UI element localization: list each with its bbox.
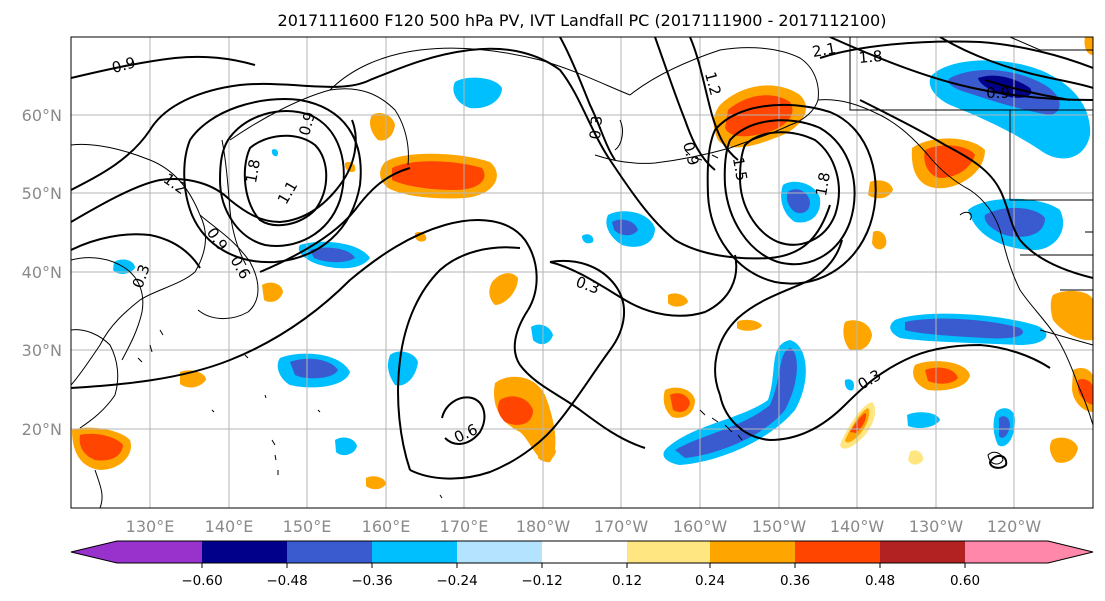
contour-label: 1.5 <box>729 156 751 183</box>
contour-label: 1.8 <box>242 158 264 185</box>
colorbar-segment <box>372 541 457 563</box>
lon-label: 170°W <box>594 517 649 536</box>
colorbar-tick-label: −0.60 <box>181 573 222 589</box>
colorbar-tick-label: 0.60 <box>950 573 980 589</box>
lat-label: 20°N <box>22 420 62 439</box>
map-area: 0.9 1.2 1.8 2.1 1.2 1.8 1.5 0.9 0.3 0.3 … <box>71 37 1093 508</box>
lon-axis: 130°E 140°E 150°E 160°E 170°E 180°W 170°… <box>126 517 1042 536</box>
contour-label: 0.9 <box>986 84 1010 102</box>
lon-label: 120°W <box>987 517 1042 536</box>
lon-label: 130°W <box>909 517 964 536</box>
lon-label: 150°E <box>283 517 332 536</box>
colorbar: −0.60 −0.48 −0.36 −0.24 −0.12 0.12 0.24 … <box>70 540 1094 589</box>
colorbar-outline <box>70 540 1094 564</box>
lat-label: 40°N <box>22 263 62 282</box>
contour-label: 1.2 <box>701 70 725 98</box>
colorbar-ticks <box>201 563 966 568</box>
colorbar-tick-label: −0.24 <box>436 573 477 589</box>
colorbar-tick-label: 0.48 <box>865 573 895 589</box>
colorbar-segment <box>457 541 542 563</box>
contour-label: 1.8 <box>858 47 883 67</box>
colorbar-tick-label: −0.48 <box>266 573 307 589</box>
colorbar-segment <box>71 541 202 563</box>
colorbar-segment <box>710 541 795 563</box>
pv-contours <box>71 37 1093 480</box>
contour-label: 0.9 <box>679 140 703 168</box>
colorbar-segment <box>287 541 372 563</box>
contour-label: 0.3 <box>586 115 606 140</box>
colorbar-segment <box>880 541 965 563</box>
colorbar-segment <box>965 541 1093 563</box>
lon-label: 170°E <box>440 517 489 536</box>
contour-label: 0.9 <box>295 110 319 138</box>
lat-label: 60°N <box>22 106 62 125</box>
grid-lines <box>71 37 1093 508</box>
lon-label: 160°E <box>362 517 411 536</box>
contour-label: 2.1 <box>811 39 838 61</box>
lon-label: 140°W <box>830 517 885 536</box>
coastlines <box>71 37 1093 508</box>
lon-label: 140°E <box>205 517 254 536</box>
colorbar-tick-label: −0.36 <box>351 573 392 589</box>
lat-axis: 60°N 50°N 40°N 30°N 20°N <box>22 106 62 439</box>
colorbar-segment <box>627 541 710 563</box>
contour-label: 0.9 <box>110 53 138 77</box>
ivt-shading <box>72 37 1093 490</box>
lat-label: 50°N <box>22 184 62 203</box>
lon-label: 160°W <box>673 517 728 536</box>
colorbar-segment <box>202 541 287 563</box>
map-frame <box>70 36 1094 509</box>
lon-label: 130°E <box>126 517 175 536</box>
lon-label: 150°W <box>752 517 807 536</box>
lon-label: 180°W <box>516 517 571 536</box>
map-title: 2017111600 F120 500 hPa PV, IVT Landfall… <box>278 11 887 30</box>
colorbar-segment <box>542 541 627 563</box>
colorbar-tick-label: −0.12 <box>521 573 562 589</box>
lat-label: 30°N <box>22 341 62 360</box>
contour-label: 1.8 <box>812 171 834 198</box>
colorbar-segment <box>795 541 880 563</box>
colorbar-tick-label: 0.12 <box>612 573 642 589</box>
colorbar-tick-label: 0.36 <box>780 573 810 589</box>
colorbar-tick-label: 0.24 <box>695 573 725 589</box>
